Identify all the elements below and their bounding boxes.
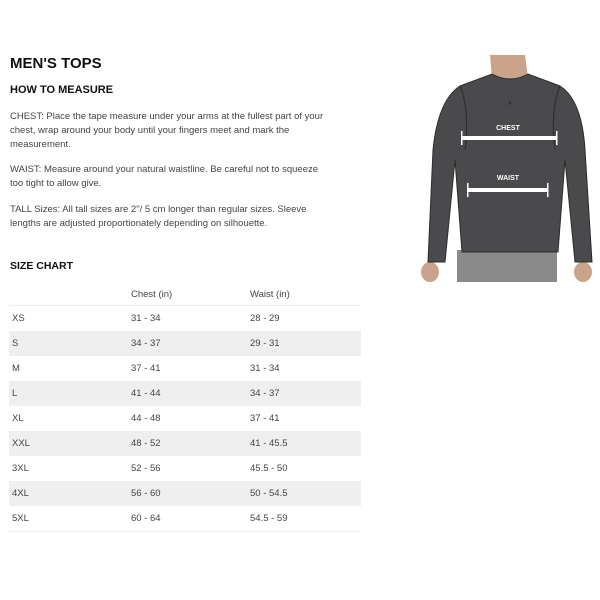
waist-cell: 31 - 34 xyxy=(250,363,280,374)
table-row: XXL 48 - 52 41 - 45.5 xyxy=(9,431,361,456)
column-header-size xyxy=(9,284,128,306)
table-row: 5XL 60 - 64 54.5 - 59 xyxy=(9,506,361,532)
size-chart-table: Chest (in) Waist (in) XS 31 - 34 28 - 29 S 3… xyxy=(9,284,361,532)
table-row: 4XL 56 - 60 50 - 54.5 xyxy=(9,481,361,506)
waist-label: WAIST xyxy=(497,175,520,182)
page-title: MEN'S TOPS xyxy=(10,55,102,72)
waist-cell: 29 - 31 xyxy=(247,331,361,356)
waist-cell: 37 - 41 xyxy=(250,413,280,424)
size-cell: XL xyxy=(12,413,24,424)
brand-logo-icon: ✕ xyxy=(507,101,512,107)
size-cell: XS xyxy=(12,313,25,324)
chest-cell: 34 - 37 xyxy=(128,331,247,356)
chest-cell: 31 - 34 xyxy=(131,313,161,324)
size-cell: 5XL xyxy=(9,506,128,532)
size-chart-heading: SIZE CHART xyxy=(10,260,73,272)
waist-cell: 45.5 - 50 xyxy=(250,463,288,474)
chest-instructions: CHEST: Place the tape measure under your… xyxy=(10,111,324,150)
waist-cell: 34 - 37 xyxy=(247,381,361,406)
size-cell: S xyxy=(9,331,128,356)
waist-cell: 28 - 29 xyxy=(250,313,280,324)
table-row: XS 31 - 34 28 - 29 xyxy=(9,306,361,332)
chest-label: CHEST xyxy=(496,125,520,132)
chest-cell: 60 - 64 xyxy=(128,506,247,532)
table-row: XL 44 - 48 37 - 41 xyxy=(9,406,361,431)
column-header-waist: Waist (in) xyxy=(247,284,361,306)
table-row: S 34 - 37 29 - 31 xyxy=(9,331,361,356)
size-cell: M xyxy=(12,363,20,374)
size-cell: XXL xyxy=(9,431,128,456)
size-cell: L xyxy=(9,381,128,406)
waist-instructions: WAIST: Measure around your natural waist… xyxy=(10,164,319,189)
chest-cell: 48 - 52 xyxy=(128,431,247,456)
table-row: L 41 - 44 34 - 37 xyxy=(9,381,361,406)
measurement-illustration: ✕ CHEST WAIST xyxy=(410,50,600,290)
chest-cell: 44 - 48 xyxy=(131,413,161,424)
waist-cell: 54.5 - 59 xyxy=(247,506,361,532)
table-header-row: Chest (in) Waist (in) xyxy=(9,284,361,306)
chest-cell: 56 - 60 xyxy=(128,481,247,506)
waist-measure-line xyxy=(468,188,548,192)
waist-cell: 50 - 54.5 xyxy=(247,481,361,506)
waist-cell: 41 - 45.5 xyxy=(247,431,361,456)
chest-cell: 41 - 44 xyxy=(128,381,247,406)
table-row: 3XL 52 - 56 45.5 - 50 xyxy=(9,456,361,481)
table-row: M 37 - 41 31 - 34 xyxy=(9,356,361,381)
chest-cell: 37 - 41 xyxy=(131,363,161,374)
chest-measure-line xyxy=(462,136,557,140)
tall-sizes-note: TALL Sizes: All tall sizes are 2"/ 5 cm … xyxy=(10,204,307,229)
how-to-measure-heading: HOW TO MEASURE xyxy=(10,84,114,96)
column-header-chest: Chest (in) xyxy=(128,284,247,306)
size-cell: 4XL xyxy=(9,481,128,506)
chest-cell: 52 - 56 xyxy=(131,463,161,474)
size-cell: 3XL xyxy=(12,463,29,474)
